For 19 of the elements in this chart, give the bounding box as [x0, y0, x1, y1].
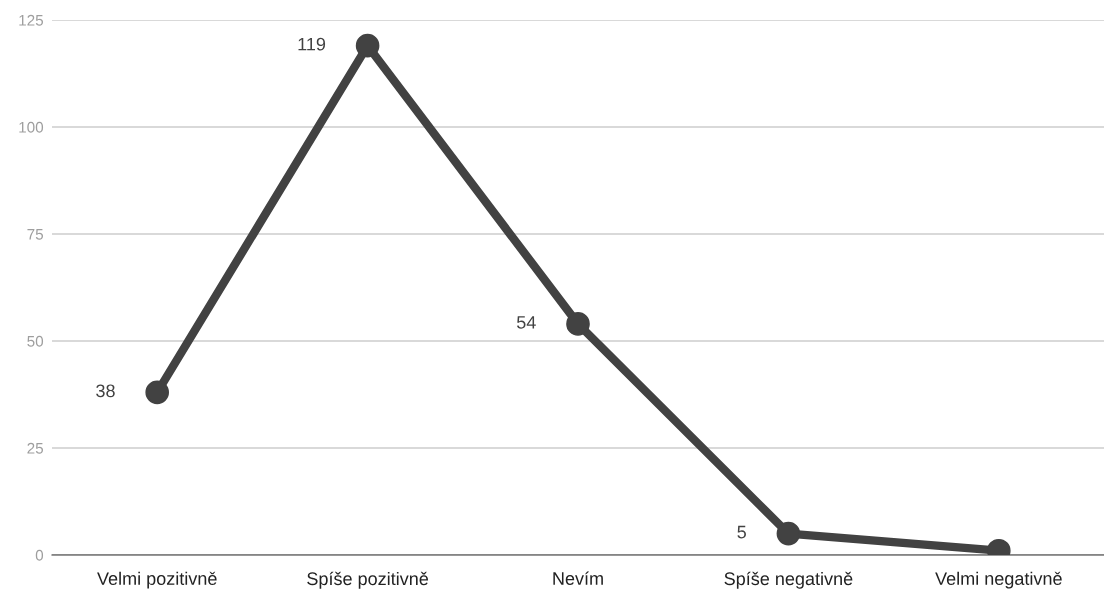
data-label: 5: [737, 525, 746, 539]
y-tick-label: 25: [27, 442, 44, 454]
y-tick-label: 100: [19, 121, 44, 133]
point: [145, 380, 170, 405]
point: [776, 521, 801, 546]
y-tick-label: 125: [19, 14, 44, 26]
point: [566, 312, 590, 336]
data-label: 119: [298, 37, 326, 51]
x-tick-label: Nevím: [553, 571, 603, 585]
point: [355, 33, 380, 58]
x-tick-label: Spíše negativně: [724, 571, 853, 589]
data-label: 54: [516, 316, 536, 329]
data-label: 38: [96, 384, 115, 398]
y-tick-label: 0: [35, 549, 44, 561]
y-tick-label: 75: [27, 229, 44, 240]
x-tick-label: Velmi negativně: [935, 571, 1062, 589]
x-tick-label: Velmi pozitivně: [97, 571, 217, 589]
x-tick-label: Spíše pozitivně: [307, 571, 429, 589]
y-tick-label: 50: [27, 335, 44, 347]
